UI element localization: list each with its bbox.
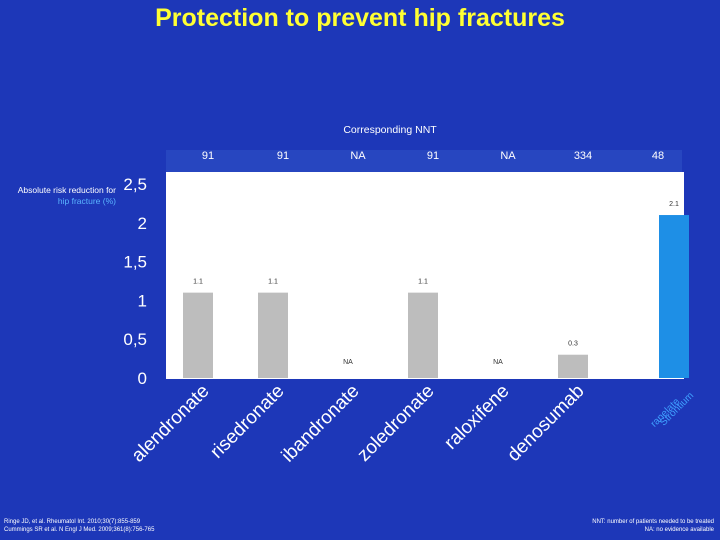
bar-data-label: 2.1: [669, 201, 679, 208]
footnotes: NNT: number of patients needed to be tre…: [592, 518, 714, 534]
bar-data-labels: 1.1 1.1 NA 1.1 NA 0.3 2.1: [193, 201, 679, 366]
y-tick-label: 0: [138, 369, 147, 388]
bar-data-label: 1.1: [418, 279, 428, 286]
nnt-band: [166, 150, 682, 172]
x-axis-label: risedronate: [206, 381, 288, 463]
bar: [408, 292, 438, 378]
nnt-value: 91: [427, 150, 439, 162]
bar-data-label: 1.1: [268, 279, 278, 286]
slide-title: Protection to prevent hip fractures: [155, 4, 565, 32]
y-tick-label: 1: [138, 291, 147, 310]
reference-2: Cummings SR et al. N Engl J Med. 2009;36…: [4, 527, 155, 533]
x-axis-label: raloxifene: [440, 381, 513, 454]
y-axis-caption: Absolute risk reduction for hip fracture…: [10, 185, 116, 207]
y-tick-label: 0,5: [123, 330, 147, 349]
nnt-value: 334: [574, 150, 592, 162]
x-axis-label: zoledronate: [353, 381, 438, 466]
bar-data-label: 1.1: [193, 279, 203, 286]
bar: [183, 292, 213, 378]
nnt-value: 91: [277, 150, 289, 162]
y-tick-label: 2,5: [123, 175, 147, 194]
nnt-value: NA: [350, 150, 366, 162]
y-tick-label: 2: [138, 214, 147, 233]
nnt-value: NA: [500, 150, 516, 162]
reference-1: Ringe JD, et al. Rheumatol Int. 2010;30(…: [4, 519, 141, 525]
nnt-value: 48: [652, 150, 664, 162]
nnt-heading: Corresponding NNT: [343, 124, 437, 136]
footnote-na: NA: no evidence available: [644, 527, 714, 533]
y-axis-caption-highlight: hip fracture (%): [57, 196, 116, 206]
nnt-values: 91 91 NA 91 NA 334 48: [202, 150, 664, 162]
x-axis-labels: alendronaterisedronateibandronatezoledro…: [128, 381, 696, 467]
bar: [659, 215, 689, 378]
bar-data-label: 0.3: [568, 341, 578, 348]
bar: [558, 354, 588, 378]
references: Ringe JD, et al. Rheumatol Int. 2010;30(…: [4, 518, 154, 534]
x-axis-label: ibandronate: [278, 381, 364, 467]
y-axis-ticks: 0 0,5 1 1,5 2 2,5: [123, 175, 147, 388]
x-axis-label: alendronate: [128, 381, 214, 467]
y-tick-label: 1,5: [123, 253, 147, 272]
footnote-nnt: NNT: number of patients needed to be tre…: [592, 519, 714, 525]
bar-data-label: NA: [343, 359, 353, 366]
bar-data-label: NA: [493, 359, 503, 366]
bar: [258, 292, 288, 378]
x-axis-label: denosumab: [503, 381, 588, 466]
nnt-value: 91: [202, 150, 214, 162]
y-axis-caption-prefix: Absolute risk reduction for: [17, 185, 116, 195]
bars: [183, 215, 689, 378]
